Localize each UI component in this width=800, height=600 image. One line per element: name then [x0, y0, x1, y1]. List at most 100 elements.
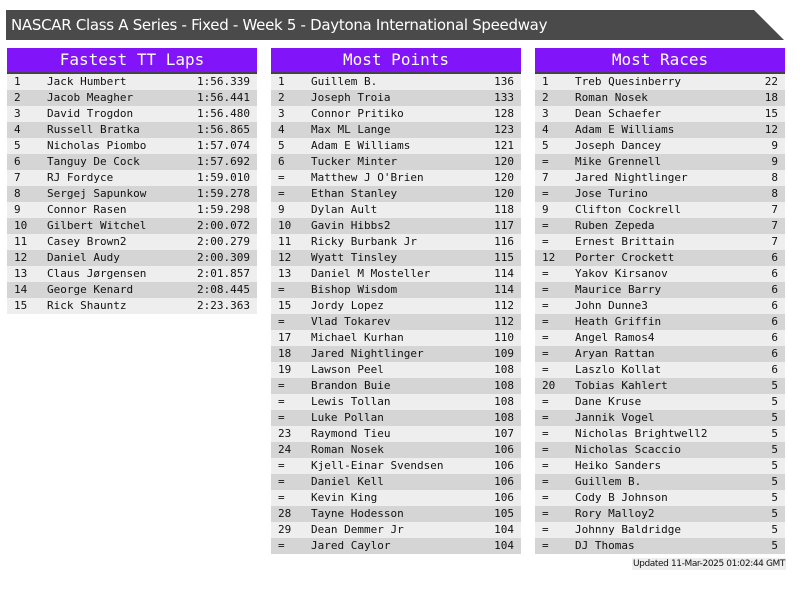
- value-cell: 108: [494, 411, 514, 424]
- driver-name-cell: Daniel Kell: [311, 475, 384, 488]
- driver-name-cell: Gavin Hibbs2: [311, 219, 391, 232]
- rank-cell: 12: [278, 251, 292, 264]
- rank-cell: 6: [278, 155, 285, 168]
- rank-cell: 12: [542, 251, 556, 264]
- driver-name-cell: Jared Nightlinger: [575, 171, 688, 184]
- value-cell: 106: [494, 491, 514, 504]
- driver-name-cell: Clifton Cockrell: [575, 203, 681, 216]
- rank-cell: =: [542, 219, 549, 232]
- table-row: 2 Roman Nosek 18: [535, 90, 785, 106]
- table-row: 11 Ricky Burbank Jr 116: [271, 234, 521, 250]
- driver-name-cell: Tucker Minter: [311, 155, 398, 168]
- value-cell: 105: [494, 507, 514, 520]
- rank-cell: =: [542, 187, 549, 200]
- rank-cell: 19: [278, 363, 292, 376]
- table-row: = Kjell-Einar Svendsen 106: [271, 458, 521, 474]
- value-cell: 5: [771, 459, 778, 472]
- table-row: 13 Daniel M Mosteller 114: [271, 266, 521, 282]
- value-cell: 114: [494, 267, 514, 280]
- table-row: = Nicholas Scaccio 5: [535, 442, 785, 458]
- rank-cell: 3: [14, 107, 21, 120]
- value-cell: 1:56.865: [197, 123, 250, 136]
- table-row: = Vlad Tokarev 112: [271, 314, 521, 330]
- value-cell: 2:00.072: [197, 219, 250, 232]
- value-cell: 5: [771, 443, 778, 456]
- rank-cell: 1: [14, 75, 21, 88]
- rank-cell: =: [542, 395, 549, 408]
- rank-cell: =: [278, 411, 285, 424]
- table-row: = Johnny Baldridge 5: [535, 522, 785, 538]
- rank-cell: 1: [278, 75, 285, 88]
- value-cell: 8: [771, 187, 778, 200]
- rank-cell: =: [542, 331, 549, 344]
- value-cell: 2:00.279: [197, 235, 250, 248]
- rank-cell: =: [278, 315, 285, 328]
- rank-cell: 18: [278, 347, 292, 360]
- rank-cell: 11: [278, 235, 292, 248]
- value-cell: 5: [771, 507, 778, 520]
- value-cell: 1:57.074: [197, 139, 250, 152]
- leaderboard-rows: 1 Guillem B. 136 2 Joseph Troia 133 3 Connor Pr…: [271, 74, 521, 554]
- table-row: 18 Jared Nightlinger 109: [271, 346, 521, 362]
- driver-name-cell: Roman Nosek: [575, 91, 648, 104]
- panel-title: Fastest TT Laps: [7, 48, 257, 74]
- driver-name-cell: Angel Ramos4: [575, 331, 655, 344]
- driver-name-cell: Aryan Rattan: [575, 347, 655, 360]
- driver-name-cell: Adam E Williams: [311, 139, 411, 152]
- value-cell: 136: [494, 75, 514, 88]
- value-cell: 1:56.339: [197, 75, 250, 88]
- table-row: 12 Porter Crockett 6: [535, 250, 785, 266]
- table-row: = Daniel Kell 106: [271, 474, 521, 490]
- value-cell: 133: [494, 91, 514, 104]
- rank-cell: 4: [542, 123, 549, 136]
- table-row: = Rory Malloy2 5: [535, 506, 785, 522]
- driver-name-cell: Joseph Dancey: [575, 139, 662, 152]
- value-cell: 1:56.441: [197, 91, 250, 104]
- rank-cell: =: [278, 459, 285, 472]
- table-row: 5 Joseph Dancey 9: [535, 138, 785, 154]
- value-cell: 1:59.298: [197, 203, 250, 216]
- table-row: = Laszlo Kollat 6: [535, 362, 785, 378]
- rank-cell: =: [542, 491, 549, 504]
- rank-cell: 9: [14, 203, 21, 216]
- value-cell: 5: [771, 475, 778, 488]
- rank-cell: 29: [278, 523, 292, 536]
- driver-name-cell: Lawson Peel: [311, 363, 384, 376]
- value-cell: 15: [764, 107, 778, 120]
- rank-cell: =: [278, 379, 285, 392]
- leaderboard-rows: 1 Jack Humbert 1:56.339 2 Jacob Meagher 1:56.…: [7, 74, 257, 314]
- table-row: 3 David Trogdon 1:56.480: [7, 106, 257, 122]
- rank-cell: =: [278, 187, 285, 200]
- rank-cell: 23: [278, 427, 292, 440]
- value-cell: 5: [771, 491, 778, 504]
- value-cell: 5: [771, 395, 778, 408]
- table-row: 23 Raymond Tieu 107: [271, 426, 521, 442]
- value-cell: 115: [494, 251, 514, 264]
- rank-cell: 9: [278, 203, 285, 216]
- driver-name-cell: Mike Grennell: [575, 155, 662, 168]
- value-cell: 6: [771, 251, 778, 264]
- rank-cell: 3: [542, 107, 549, 120]
- table-row: 4 Max ML Lange 123: [271, 122, 521, 138]
- table-row: = Dane Kruse 5: [535, 394, 785, 410]
- page-title: NASCAR Class A Series - Fixed - Week 5 -…: [11, 16, 548, 34]
- rank-cell: 5: [542, 139, 549, 152]
- driver-name-cell: David Trogdon: [47, 107, 134, 120]
- rank-cell: =: [542, 267, 549, 280]
- table-row: 5 Nicholas Piombo 1:57.074: [7, 138, 257, 154]
- driver-name-cell: Nicholas Brightwell2: [575, 427, 708, 440]
- driver-name-cell: Bishop Wisdom: [311, 283, 398, 296]
- rank-cell: =: [542, 299, 549, 312]
- value-cell: 2:08.445: [197, 283, 250, 296]
- driver-name-cell: Ricky Burbank Jr: [311, 235, 417, 248]
- driver-name-cell: Russell Bratka: [47, 123, 140, 136]
- table-row: 1 Jack Humbert 1:56.339: [7, 74, 257, 90]
- leaderboard-rows: 1 Treb Quesinberry 22 2 Roman Nosek 18 3 Dean S…: [535, 74, 785, 554]
- value-cell: 108: [494, 379, 514, 392]
- driver-name-cell: Heiko Sanders: [575, 459, 662, 472]
- driver-name-cell: Roman Nosek: [311, 443, 384, 456]
- table-row: = Ernest Brittain 7: [535, 234, 785, 250]
- table-row: = Jannik Vogel 5: [535, 410, 785, 426]
- table-row: 9 Clifton Cockrell 7: [535, 202, 785, 218]
- value-cell: 18: [764, 91, 778, 104]
